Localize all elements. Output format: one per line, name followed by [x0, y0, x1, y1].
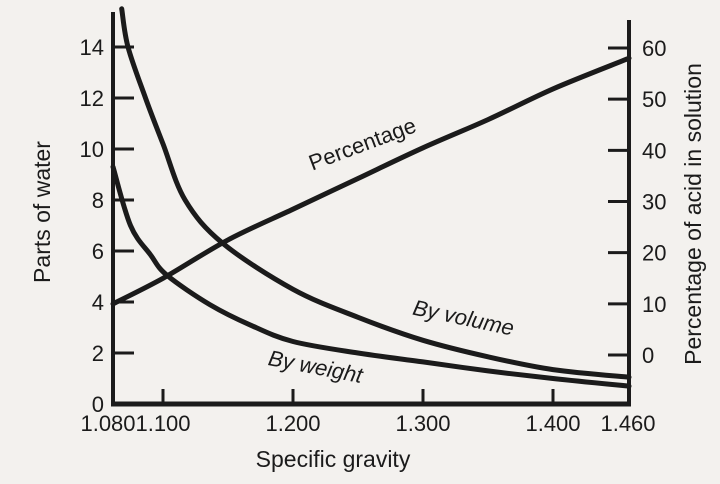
y-right-axis-title: Percentage of acid in solution [680, 63, 706, 365]
x-tick-label: 1.400 [525, 411, 580, 436]
y-right-tick-label: 40 [642, 138, 666, 163]
y-left-tick-label: 6 [92, 239, 104, 264]
y-right-tick-label: 10 [642, 292, 666, 317]
y-left-tick-label: 8 [92, 188, 104, 213]
y-right-tick-label: 30 [642, 190, 666, 215]
curve-label-percentage: Percentage [305, 113, 419, 176]
x-tick-label: 1.300 [395, 411, 450, 436]
y-right-tick-label: 20 [642, 241, 666, 266]
x-axis-title: Specific gravity [256, 446, 411, 472]
y-right-tick-label: 0 [642, 343, 654, 368]
curve-by-weight [110, 164, 632, 389]
x-tick-label: 1.100 [135, 411, 190, 436]
y-right-tick-label: 60 [642, 36, 666, 61]
curve-percentage [110, 55, 632, 307]
x-tick-label: 1.080 [80, 411, 135, 436]
x-tick-label: 1.460 [600, 411, 655, 436]
y-left-tick-label: 10 [80, 137, 104, 162]
y-right-tick-label: 50 [642, 87, 666, 112]
y-left-tick-label: 12 [80, 86, 104, 111]
curve-by-volume [119, 6, 632, 380]
y-left-axis-title: Parts of water [29, 141, 55, 283]
y-left-tick-label: 4 [92, 290, 104, 315]
y-left-tick-label: 2 [92, 341, 104, 366]
curve-label-by-volume: By volume [411, 295, 517, 341]
y-left-tick-label: 14 [80, 35, 104, 60]
x-tick-label: 1.200 [265, 411, 320, 436]
y-left-tick-label: 0 [92, 392, 104, 417]
